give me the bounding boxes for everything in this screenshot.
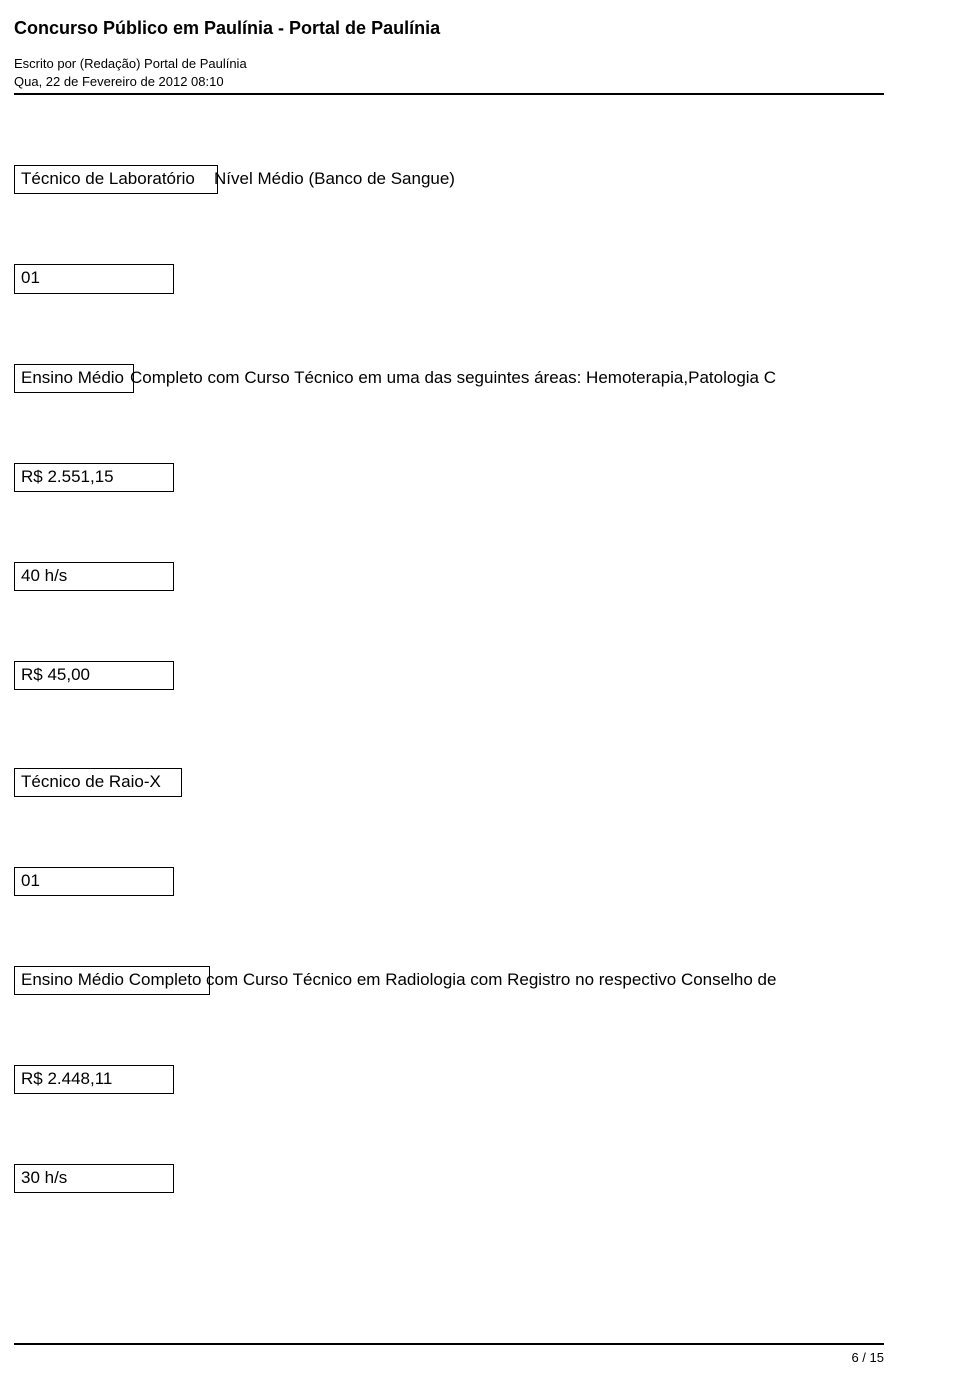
- job2-title: Técnico de Raio-X: [14, 768, 182, 797]
- job1-title-box: Técnico de Laboratório: [14, 165, 218, 194]
- job1-hours: 40 h/s: [14, 562, 174, 591]
- author-line: Escrito por (Redação) Portal de Paulínia: [14, 55, 946, 73]
- job1-fee: R$ 45,00: [14, 661, 174, 690]
- job1-hours-row: 40 h/s: [14, 562, 946, 591]
- job2-req-box: Ensino Médio Completo: [14, 966, 210, 995]
- job2-qty: 01: [14, 867, 174, 896]
- job2-hours-row: 30 h/s: [14, 1164, 946, 1193]
- job1-req-trail2: Patologia C: [688, 364, 776, 389]
- job1-qty-row: 01: [14, 264, 946, 293]
- job1-fee-row: R$ 45,00: [14, 661, 946, 690]
- job1-req-trail1: Completo com Curso Técnico em uma das se…: [130, 364, 688, 389]
- job2-title-row: Técnico de Raio-X: [14, 768, 946, 797]
- job1-title-trail: Nível Médio (Banco de Sangue): [214, 165, 455, 190]
- header-divider: [14, 93, 884, 95]
- job1-salary-row: R$ 2.551,15: [14, 463, 946, 492]
- footer-divider: [14, 1343, 884, 1345]
- page-title: Concurso Público em Paulínia - Portal de…: [14, 18, 946, 39]
- page-number: 6 / 15: [851, 1350, 884, 1365]
- job1-req-box: Ensino Médio: [14, 364, 134, 393]
- job1-title-row: Técnico de Laboratório Nível Médio (Banc…: [14, 165, 946, 194]
- job1-req-row: Ensino Médio Completo com Curso Técnico …: [14, 364, 946, 393]
- job1-salary: R$ 2.551,15: [14, 463, 174, 492]
- page-container: Concurso Público em Paulínia - Portal de…: [0, 0, 960, 1193]
- date-line: Qua, 22 de Fevereiro de 2012 08:10: [14, 73, 946, 91]
- job2-qty-row: 01: [14, 867, 946, 896]
- job2-hours: 30 h/s: [14, 1164, 174, 1193]
- job2-req-row: Ensino Médio Completo com Curso Técnico …: [14, 966, 946, 995]
- job2-salary: R$ 2.448,11: [14, 1065, 174, 1094]
- job2-salary-row: R$ 2.448,11: [14, 1065, 946, 1094]
- job2-req-trail: com Curso Técnico em Radiologia com Regi…: [206, 966, 776, 991]
- job1-qty: 01: [14, 264, 174, 293]
